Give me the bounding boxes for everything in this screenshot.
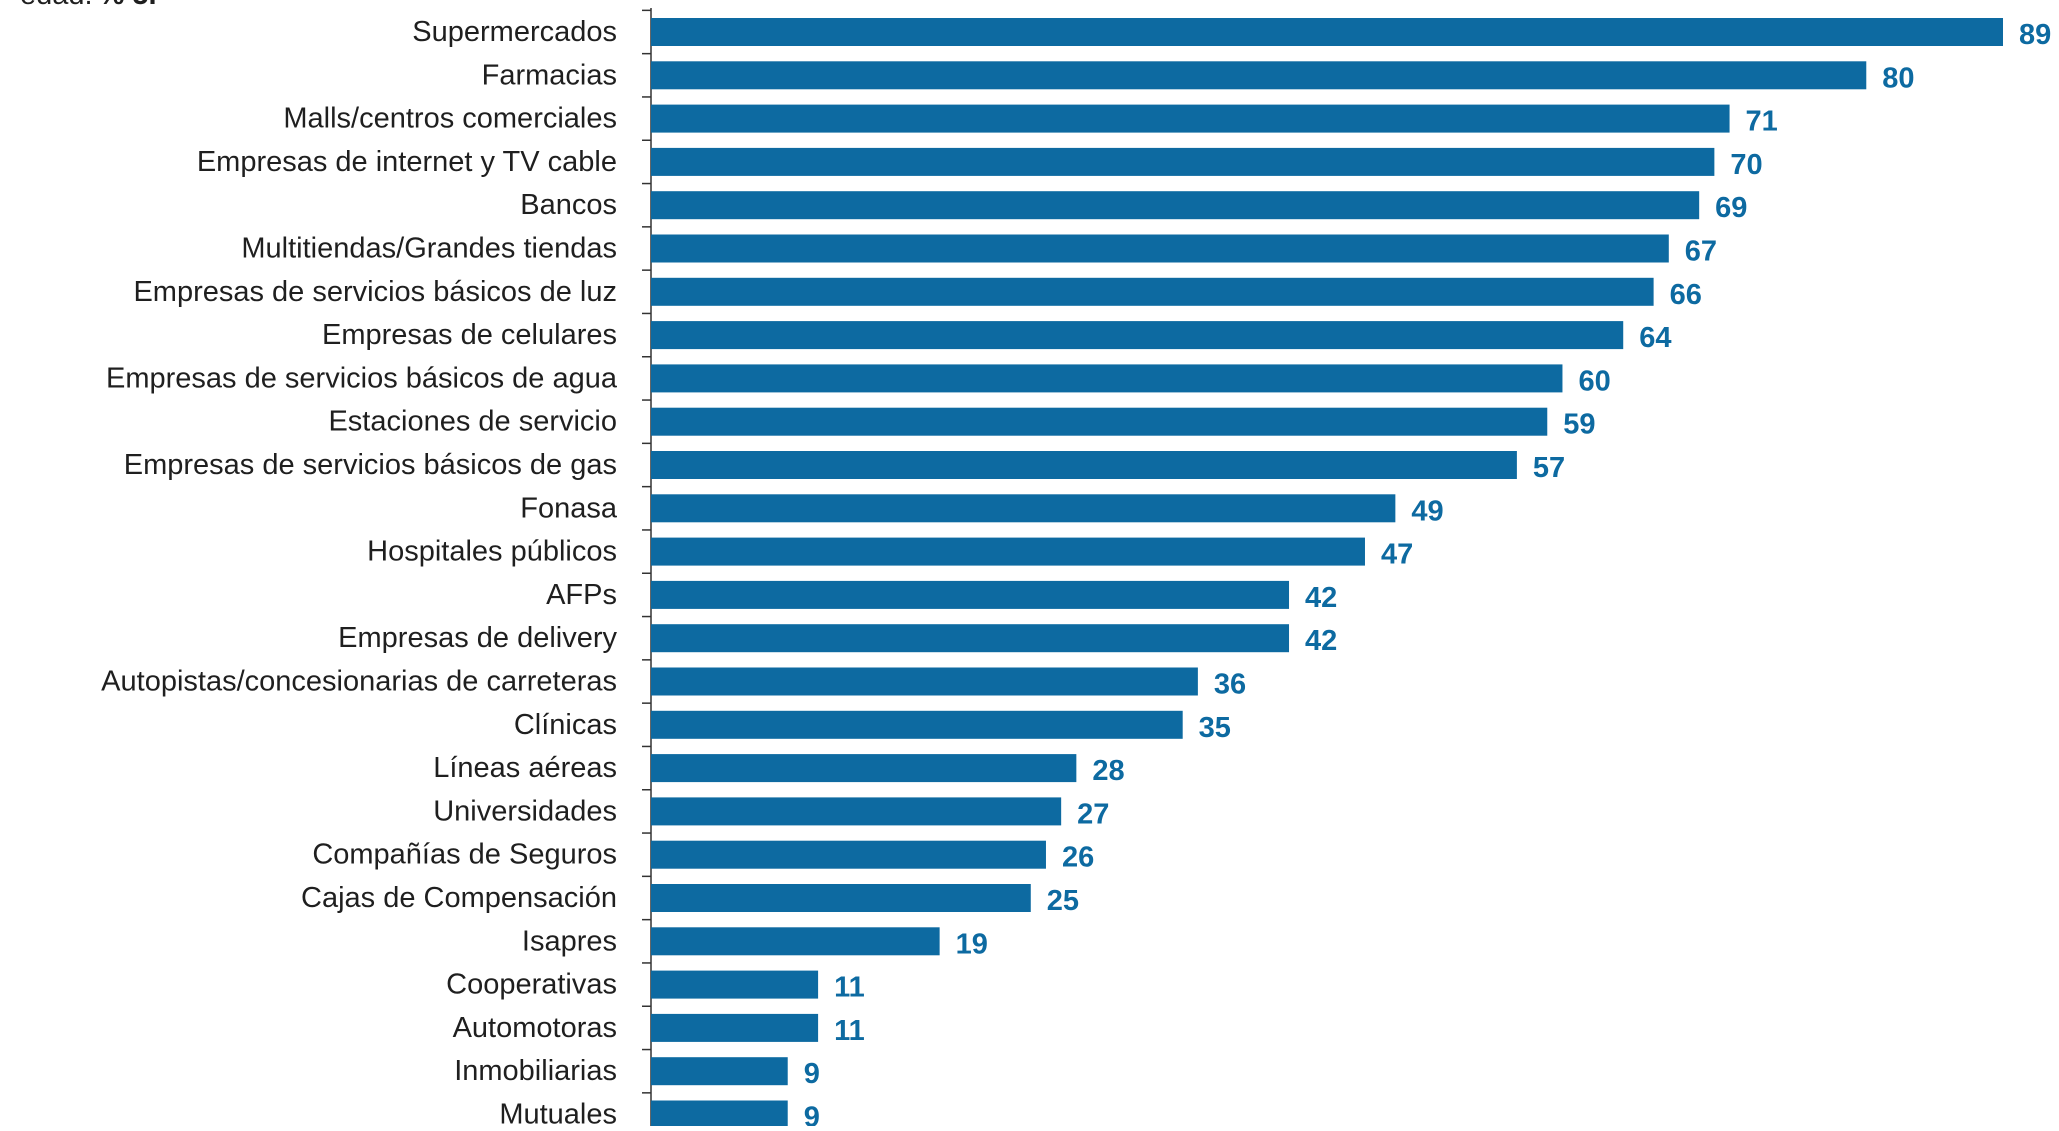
value-label: 25 (1047, 885, 1079, 917)
bar (651, 364, 1563, 393)
value-label: 80 (1882, 62, 1914, 94)
bars-layer (651, 18, 2003, 1129)
category-label: Cooperativas (446, 969, 617, 1001)
value-label: 64 (1639, 322, 1671, 354)
bar (651, 754, 1077, 783)
header-fragment: edad. % 5. (20, 0, 157, 11)
category-label: Automotoras (453, 1012, 617, 1044)
value-label: 35 (1199, 712, 1231, 744)
bar (651, 104, 1730, 133)
category-label: Inmobiliarias (454, 1055, 617, 1087)
category-label: Empresas de servicios básicos de agua (106, 362, 618, 394)
bar (651, 537, 1365, 566)
value-label: 42 (1305, 625, 1337, 657)
value-label: 67 (1685, 236, 1717, 268)
category-label: Bancos (520, 189, 617, 221)
category-label: Empresas de servicios básicos de luz (133, 276, 617, 308)
value-label: 19 (956, 928, 988, 960)
bar (651, 18, 2003, 46)
category-label: Empresas de celulares (322, 319, 617, 351)
bar (651, 1057, 788, 1086)
value-label: 27 (1077, 798, 1109, 830)
value-label: 49 (1411, 495, 1443, 527)
value-label: 66 (1670, 279, 1702, 311)
bar (651, 884, 1031, 912)
bar (651, 624, 1290, 653)
value-label: 89 (2019, 19, 2051, 51)
value-label: 69 (1715, 192, 1747, 224)
category-label: Multitiendas/Grandes tiendas (241, 233, 617, 265)
bar (651, 1100, 788, 1129)
bar (651, 61, 1867, 90)
bar (651, 234, 1669, 263)
bar (651, 710, 1183, 739)
category-label: AFPs (546, 579, 617, 611)
bar (651, 667, 1198, 696)
value-label: 9 (804, 1102, 820, 1127)
category-label: Farmacias (482, 59, 617, 91)
value-label: 59 (1563, 409, 1595, 441)
category-label: Autopistas/concesionarias de carreteras (101, 666, 617, 698)
category-label: Empresas de servicios básicos de gas (124, 449, 617, 481)
category-label: Fonasa (520, 492, 618, 524)
category-label: Hospitales públicos (367, 536, 617, 568)
value-label: 36 (1214, 669, 1246, 701)
bar (651, 321, 1624, 350)
bar (651, 970, 819, 999)
value-label: 28 (1092, 755, 1124, 787)
value-label: 11 (834, 972, 865, 1004)
category-label: Supermercados (412, 16, 617, 48)
category-label: Isapres (522, 925, 617, 957)
value-label: 57 (1533, 452, 1565, 484)
category-label: Malls/centros comerciales (283, 103, 617, 135)
category-label: Líneas aéreas (433, 752, 617, 784)
bar (651, 191, 1700, 220)
value-label: 70 (1730, 149, 1762, 181)
category-label: Estaciones de servicio (328, 406, 617, 438)
category-label: Clínicas (514, 709, 617, 741)
header-fragment-bold: % 5. (99, 0, 157, 11)
bar (651, 277, 1654, 306)
value-label: 60 (1578, 365, 1610, 397)
category-label: Mutuales (499, 1099, 617, 1127)
category-label: Empresas de delivery (338, 622, 617, 654)
category-label: Empresas de internet y TV cable (197, 146, 617, 178)
value-label: 11 (834, 1015, 865, 1047)
value-label: 47 (1381, 539, 1413, 571)
bar (651, 797, 1062, 826)
bar (651, 407, 1548, 436)
value-labels-layer: 89 80 71 70 69 67 66 64 60 59 57 49 47 42 42 36 35 28 27 26… (804, 19, 2052, 1131)
category-label: Universidades (433, 795, 617, 827)
category-label: Cajas de Compensación (301, 882, 617, 914)
value-label: 9 (804, 1058, 820, 1090)
bar (651, 147, 1715, 176)
value-label: 71 (1746, 106, 1778, 138)
bar (651, 1013, 819, 1042)
bar (651, 840, 1046, 869)
bar (651, 927, 940, 956)
value-label: 26 (1062, 842, 1094, 874)
axis-layer (642, 8, 652, 1131)
category-labels-layer: Supermercados Farmacias Malls/centros come… (101, 16, 618, 1131)
bar (651, 580, 1290, 609)
bar (651, 494, 1396, 523)
category-label: Compañías de Seguros (312, 839, 617, 871)
bar (651, 451, 1517, 479)
header-fragment-text: edad. (20, 0, 93, 11)
value-label: 42 (1305, 582, 1337, 614)
